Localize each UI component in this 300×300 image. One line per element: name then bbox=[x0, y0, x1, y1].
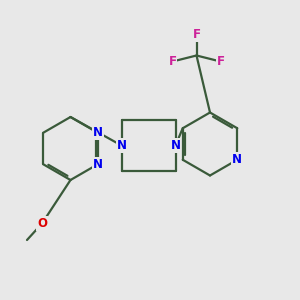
Text: N: N bbox=[232, 153, 242, 166]
Text: N: N bbox=[116, 139, 127, 152]
Text: O: O bbox=[37, 217, 47, 230]
Text: F: F bbox=[169, 55, 176, 68]
Text: N: N bbox=[93, 126, 103, 139]
Text: F: F bbox=[217, 55, 224, 68]
Text: F: F bbox=[193, 28, 200, 41]
Text: N: N bbox=[93, 158, 103, 171]
Text: N: N bbox=[170, 139, 181, 152]
